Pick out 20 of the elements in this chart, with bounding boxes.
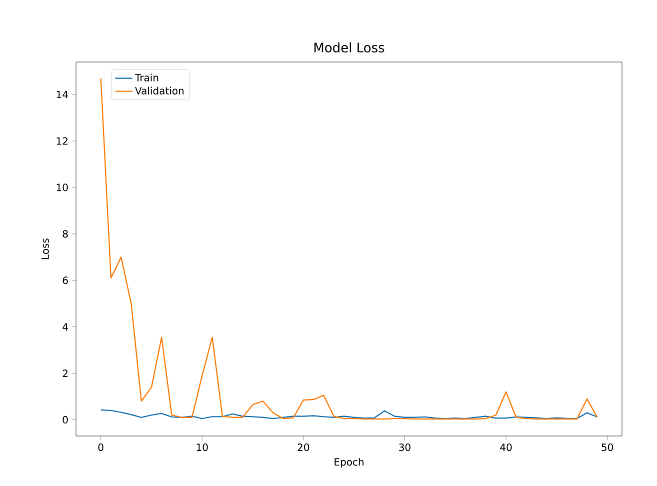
x-tick-label: 0 <box>98 444 104 452</box>
y-tick-label: 8 <box>62 230 68 238</box>
x-tick-label: 10 <box>196 444 208 452</box>
y-tick-label: 6 <box>62 276 68 284</box>
y-tick-label: 2 <box>62 370 68 377</box>
legend-label: Validation <box>135 86 184 95</box>
x-axis-title: Epoch <box>334 458 364 468</box>
legend-label: Train <box>134 74 158 82</box>
line-series <box>100 409 598 420</box>
y-tick-label: 4 <box>62 323 68 330</box>
y-tick-label: 14 <box>56 90 68 98</box>
y-tick-label: 10 <box>56 184 68 192</box>
x-tick-label: 50 <box>602 444 614 452</box>
x-tick-label: 20 <box>298 444 310 452</box>
x-tick-label: 40 <box>500 444 512 452</box>
y-tick-label: 0 <box>62 416 68 424</box>
y-tick-label: 12 <box>56 137 68 145</box>
x-tick-label: 30 <box>399 444 410 452</box>
y-axis-title: Loss <box>41 238 49 259</box>
chart-title: Model Loss <box>314 42 384 52</box>
